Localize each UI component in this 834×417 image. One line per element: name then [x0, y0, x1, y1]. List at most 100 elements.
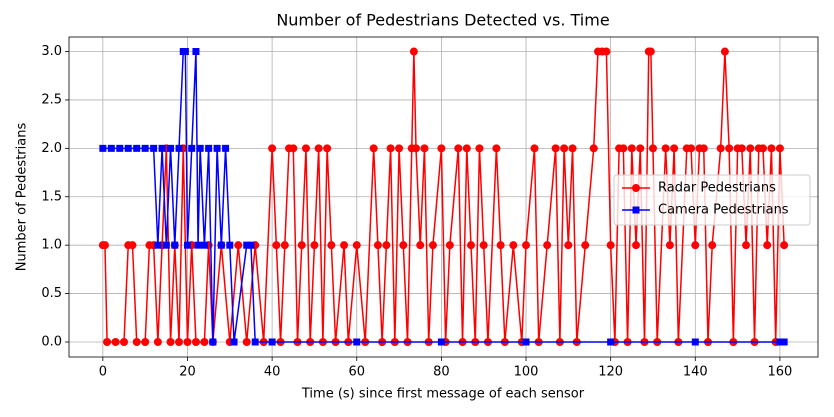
legend-box	[613, 174, 811, 226]
data-point	[272, 241, 281, 250]
data-point	[581, 241, 590, 250]
data-point	[568, 144, 577, 153]
data-point	[166, 337, 175, 346]
data-point	[352, 241, 361, 250]
data-point	[353, 338, 361, 346]
data-point	[560, 144, 569, 153]
data-point	[767, 144, 776, 153]
data-point	[247, 241, 255, 249]
x-tick-label: 40	[264, 365, 281, 380]
data-point	[153, 337, 162, 346]
x-tick-label: 160	[768, 365, 793, 380]
data-point	[200, 337, 209, 346]
data-point	[243, 241, 251, 249]
data-point	[411, 144, 420, 153]
data-point	[183, 241, 191, 249]
data-point	[369, 144, 378, 153]
data-point	[230, 338, 238, 346]
data-point	[763, 241, 772, 250]
data-point	[691, 338, 699, 346]
data-point	[191, 337, 200, 346]
data-point	[175, 337, 184, 346]
data-point	[606, 241, 615, 250]
data-point	[399, 241, 408, 250]
data-point	[496, 241, 505, 250]
data-point	[437, 338, 445, 346]
x-axis-label: Time (s) since first message of each sen…	[301, 387, 585, 402]
y-tick-label: 2.0	[41, 141, 62, 156]
data-point	[646, 47, 655, 56]
data-point	[340, 241, 349, 250]
x-tick-label: 100	[514, 365, 539, 380]
data-point	[530, 144, 539, 153]
data-point	[409, 47, 418, 56]
legend-label: Radar Pedestrians	[658, 181, 776, 196]
data-point	[200, 241, 208, 249]
data-point	[720, 47, 729, 56]
data-point	[648, 144, 657, 153]
x-tick-label: 80	[433, 365, 450, 380]
data-point	[776, 338, 784, 346]
data-point	[699, 144, 708, 153]
data-point	[132, 337, 141, 346]
data-point	[636, 144, 645, 153]
data-point	[780, 241, 789, 250]
data-point	[280, 241, 289, 250]
data-point	[509, 241, 518, 250]
data-point	[386, 144, 395, 153]
data-point	[107, 144, 115, 152]
data-point	[181, 48, 189, 56]
data-point	[687, 144, 696, 153]
data-point	[725, 144, 734, 153]
data-point	[445, 241, 454, 250]
data-point	[167, 144, 175, 152]
plot-frame	[68, 36, 819, 358]
data-point	[395, 144, 404, 153]
data-point	[268, 144, 277, 153]
data-point	[607, 338, 615, 346]
data-point	[670, 144, 679, 153]
data-point	[116, 144, 124, 152]
data-point	[301, 144, 310, 153]
data-point	[382, 241, 391, 250]
legend-marker	[632, 206, 640, 214]
y-tick-label: 1.0	[41, 238, 62, 253]
data-point	[314, 144, 323, 153]
data-point	[150, 144, 158, 152]
x-tick-label: 120	[598, 365, 623, 380]
chart-title: Number of Pedestrians Detected vs. Time	[276, 11, 609, 30]
data-point	[564, 241, 573, 250]
data-point	[196, 144, 204, 152]
data-point	[171, 241, 179, 249]
y-axis-label: Number of Pedestrians	[15, 123, 30, 272]
data-point	[627, 144, 636, 153]
data-point	[775, 144, 784, 153]
data-point	[162, 241, 170, 249]
x-tick-label: 20	[179, 365, 196, 380]
legend: Radar Pedestrians Camera Pedestrians	[613, 174, 811, 226]
data-point	[742, 241, 751, 250]
x-tick-label: 0	[99, 365, 107, 380]
data-point	[222, 144, 230, 152]
data-point	[158, 144, 166, 152]
data-point	[213, 144, 221, 152]
data-point	[226, 241, 234, 249]
data-point	[120, 337, 129, 346]
data-point	[420, 144, 429, 153]
legend-label: Camera Pedestrians	[658, 203, 789, 218]
data-point	[467, 241, 476, 250]
data-point	[428, 241, 437, 250]
data-point	[522, 241, 531, 250]
y-tick-label: 3.0	[41, 44, 62, 59]
data-point	[154, 241, 162, 249]
data-point	[780, 338, 788, 346]
data-point	[124, 144, 132, 152]
x-tick-label: 60	[348, 365, 365, 380]
data-point	[268, 338, 276, 346]
data-point	[373, 241, 382, 250]
data-point	[188, 144, 196, 152]
data-point	[175, 144, 183, 152]
data-point	[691, 241, 700, 250]
data-point	[133, 144, 141, 152]
